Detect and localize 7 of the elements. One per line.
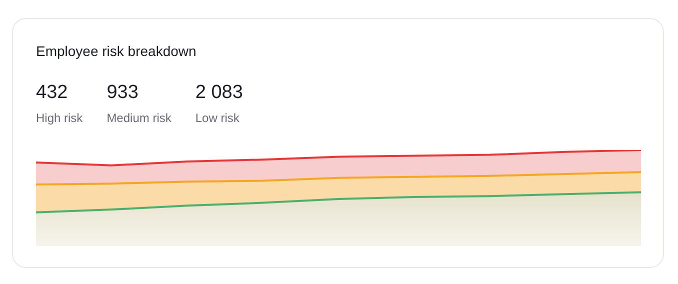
text: 933: [106, 82, 140, 104]
text: High risk: [36, 111, 83, 125]
text: Low risk: [195, 111, 240, 125]
text: 432: [36, 82, 69, 104]
text: Medium risk: [106, 111, 172, 125]
chart-title: Employee risk breakdown: [36, 43, 196, 59]
text: 2 083: [195, 82, 243, 104]
